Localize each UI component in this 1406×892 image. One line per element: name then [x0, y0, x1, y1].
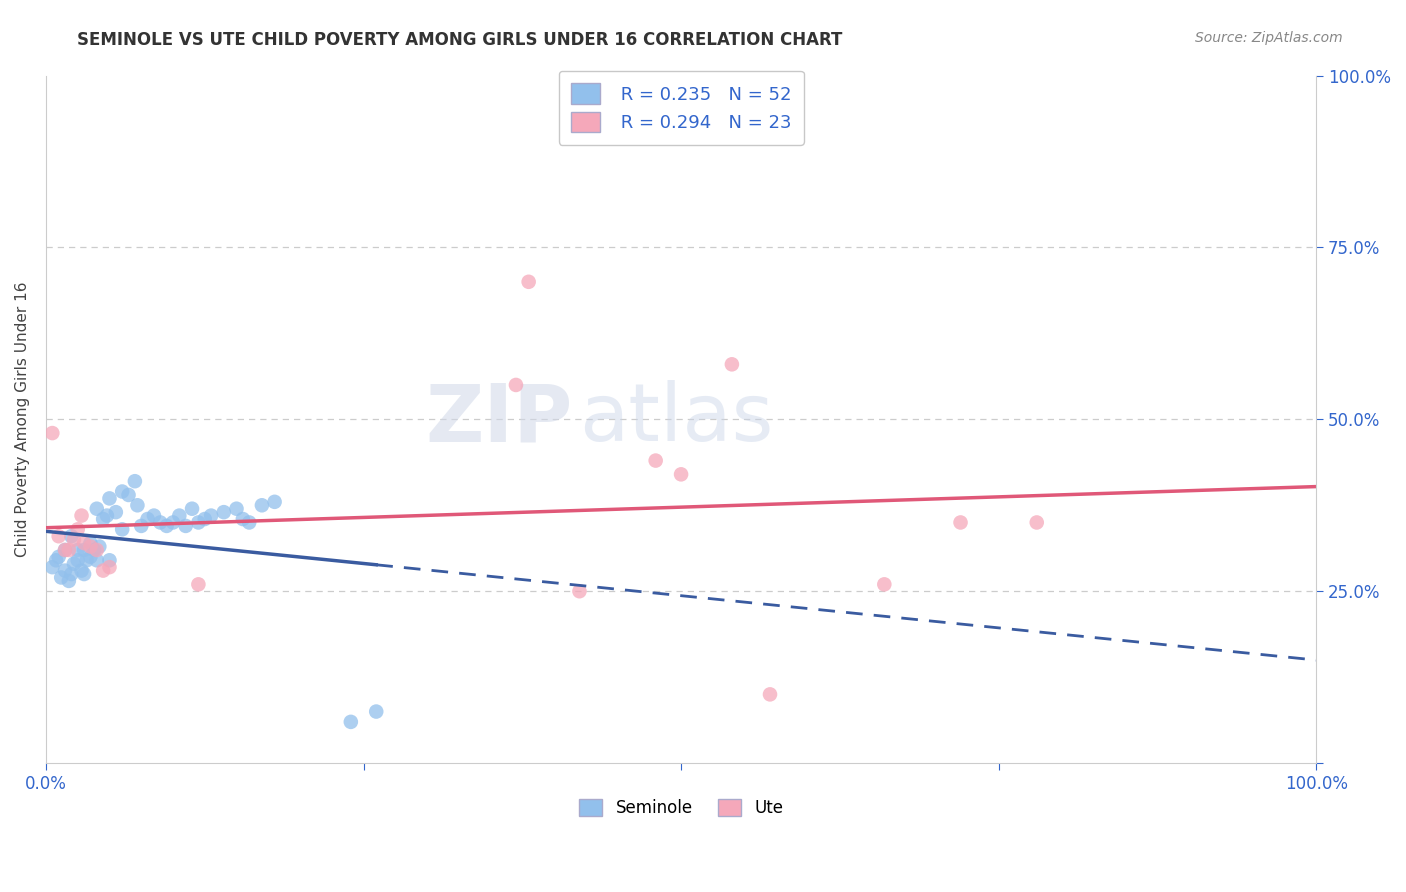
Point — [66, 543, 89, 558]
Point — [60, 529, 83, 543]
Point — [156, 519, 179, 533]
Point — [79, 540, 101, 554]
Point — [505, 378, 527, 392]
Point — [60, 567, 83, 582]
Point — [91, 512, 114, 526]
Point — [949, 516, 972, 530]
Point — [162, 516, 184, 530]
Point — [91, 564, 114, 578]
Point — [51, 570, 73, 584]
Point — [86, 543, 108, 558]
Point — [340, 714, 363, 729]
Point — [79, 536, 101, 550]
Point — [759, 687, 782, 701]
Point — [73, 536, 96, 550]
Point — [48, 549, 70, 564]
Point — [136, 512, 159, 526]
Point — [194, 512, 217, 526]
Point — [41, 560, 63, 574]
Point — [212, 505, 235, 519]
Point — [517, 275, 540, 289]
Point — [721, 357, 744, 371]
Point — [238, 516, 260, 530]
Point — [169, 508, 191, 523]
Point — [129, 519, 152, 533]
Point — [96, 508, 118, 523]
Point — [117, 488, 139, 502]
Point — [48, 529, 70, 543]
Point — [53, 543, 76, 558]
Point — [70, 564, 93, 578]
Point — [53, 564, 76, 578]
Point — [1025, 516, 1047, 530]
Point — [63, 557, 86, 571]
Point — [187, 577, 209, 591]
Point — [73, 567, 96, 582]
Point — [149, 516, 172, 530]
Point — [187, 516, 209, 530]
Point — [86, 553, 108, 567]
Point — [63, 533, 86, 547]
Point — [568, 584, 591, 599]
Point — [263, 495, 285, 509]
Point — [181, 501, 204, 516]
Point — [41, 426, 63, 441]
Point — [76, 553, 98, 567]
Point — [127, 498, 149, 512]
Point — [73, 543, 96, 558]
Point — [644, 453, 666, 467]
Point — [98, 553, 121, 567]
Point — [669, 467, 692, 482]
Text: Source: ZipAtlas.com: Source: ZipAtlas.com — [1195, 31, 1343, 45]
Point — [111, 484, 134, 499]
Point — [104, 505, 127, 519]
Point — [124, 474, 146, 488]
Point — [98, 491, 121, 506]
Point — [225, 501, 247, 516]
Point — [89, 540, 111, 554]
Point — [45, 553, 67, 567]
Point — [86, 501, 108, 516]
Point — [66, 553, 89, 567]
Point — [873, 577, 896, 591]
Point — [83, 543, 105, 558]
Point — [58, 574, 80, 588]
Point — [200, 508, 222, 523]
Legend: Seminole, Ute: Seminole, Ute — [572, 792, 790, 823]
Point — [111, 522, 134, 536]
Point — [53, 543, 76, 558]
Point — [366, 705, 388, 719]
Text: atlas: atlas — [579, 380, 773, 458]
Point — [70, 508, 93, 523]
Point — [250, 498, 273, 512]
Point — [142, 508, 165, 523]
Point — [174, 519, 197, 533]
Point — [79, 549, 101, 564]
Y-axis label: Child Poverty Among Girls Under 16: Child Poverty Among Girls Under 16 — [15, 282, 30, 558]
Text: ZIP: ZIP — [426, 380, 574, 458]
Point — [58, 543, 80, 558]
Point — [98, 560, 121, 574]
Text: SEMINOLE VS UTE CHILD POVERTY AMONG GIRLS UNDER 16 CORRELATION CHART: SEMINOLE VS UTE CHILD POVERTY AMONG GIRL… — [77, 31, 842, 49]
Point — [66, 522, 89, 536]
Point — [232, 512, 254, 526]
